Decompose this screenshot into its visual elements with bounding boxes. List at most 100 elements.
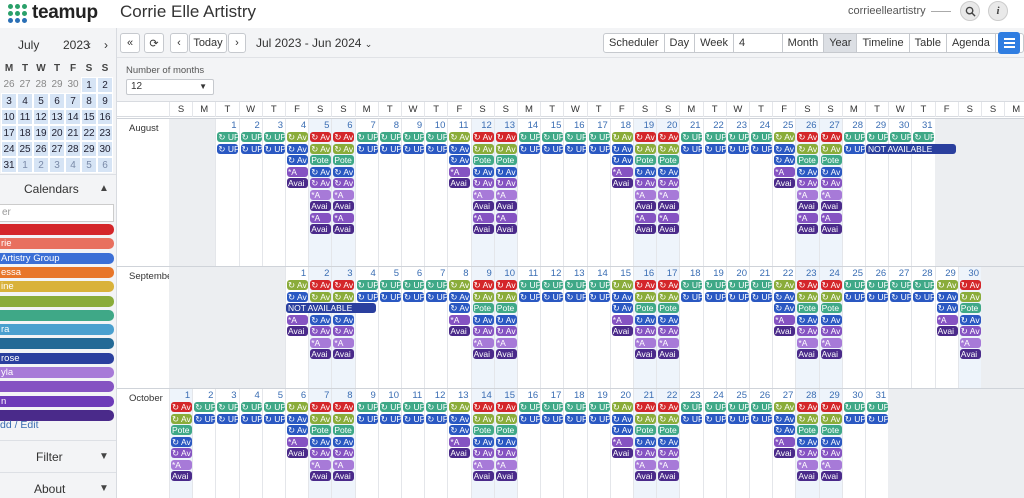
day-cell[interactable]: 2 ↻ UP ↻ UP	[238, 119, 262, 266]
event-chip[interactable]: ↻ UP	[913, 280, 935, 290]
event-chip[interactable]: ↻ Av	[310, 280, 332, 290]
event-chip[interactable]: Pote	[310, 425, 332, 435]
day-cell[interactable]: 26 ↻ Av ↻ Av Pote ↻ Av ↻ Av *A Avai *A Avai	[795, 119, 819, 266]
event-chip[interactable]: Avai	[310, 224, 332, 234]
event-chip[interactable]: ↻ UP	[426, 291, 448, 302]
event-chip[interactable]: *A	[797, 459, 819, 470]
day-number[interactable]: 14	[481, 390, 492, 401]
event-chip[interactable]: ↻ Av	[333, 314, 355, 325]
calendar-item[interactable]	[0, 381, 114, 393]
day-cell[interactable]: 14 ↻ Av ↻ Av Pote ↻ Av ↻ Av *A Avai	[470, 389, 494, 498]
mini-calendar-day[interactable]: 27	[19, 79, 31, 90]
event-chip[interactable]: ↻ Av	[658, 166, 680, 177]
event-chip[interactable]: Avai	[797, 471, 819, 481]
calendar-item[interactable]	[0, 224, 114, 235]
event-chip[interactable]: ↻ Av	[658, 314, 680, 325]
event-chip[interactable]: *A	[774, 436, 796, 447]
day-number[interactable]: 29	[829, 390, 840, 401]
day-cell[interactable]: 8 ↻ Av ↻ Av Pote ↻ Av ↻ Av *A Avai	[331, 389, 355, 498]
day-cell[interactable]: 28 ↻ UP ↻ UP	[911, 267, 935, 388]
day-cell[interactable]: 16 ↻ UP ↻ UP	[517, 389, 540, 498]
event-chip[interactable]: Pote	[658, 425, 680, 435]
view-tab-day[interactable]: Day	[665, 34, 696, 52]
mini-calendar-day[interactable]: 11	[17, 109, 33, 125]
event-chip[interactable]: ↻ UP	[843, 291, 865, 302]
event-chip[interactable]: ↻ Av	[333, 291, 355, 302]
day-cell[interactable]: 6 ↻ UP ↻ UP	[401, 267, 424, 388]
day-number[interactable]: 22	[666, 390, 678, 401]
event-chip[interactable]: ↻ UP	[565, 143, 587, 154]
mini-calendar-day[interactable]: 16	[97, 109, 113, 125]
event-chip[interactable]: ↻ UP	[681, 291, 703, 302]
day-cell[interactable]: 23 ↻ Av ↻ Av Pote ↻ Av ↻ Av *A Avai	[795, 267, 819, 388]
day-cell[interactable]: 6 ↻ Av ↻ Av Pote ↻ Av ↻ Av *A Avai *A Avai	[331, 119, 355, 266]
event-chip[interactable]: ↻ Av	[287, 425, 308, 435]
event-chip[interactable]: *A	[658, 212, 680, 223]
view-tab-scheduler[interactable]: Scheduler	[604, 34, 665, 52]
day-cell[interactable]: 7 ↻ UP ↻ UP	[424, 267, 448, 388]
mini-calendar-day[interactable]: 3	[49, 157, 65, 173]
event-chip[interactable]: Avai	[635, 471, 656, 481]
day-number[interactable]: 8	[347, 390, 353, 401]
event-chip[interactable]: Avai	[310, 349, 332, 359]
event-chip[interactable]: *A	[333, 212, 355, 223]
date-range-selector[interactable]: Jul 2023 - Jun 2024 ⌄	[256, 36, 372, 50]
event-chip[interactable]: *A	[774, 166, 796, 177]
mini-calendar-day[interactable]: 5	[81, 157, 97, 173]
event-chip[interactable]: ↻ Av	[495, 280, 517, 290]
day-number[interactable]: 31	[922, 120, 933, 131]
event-bar-not-available[interactable]: NOT AVAILABLE	[286, 303, 376, 313]
day-number[interactable]: 25	[852, 268, 863, 279]
event-chip[interactable]: ↻ Av	[449, 143, 471, 154]
event-chip[interactable]: ↻ UP	[519, 132, 540, 142]
day-number[interactable]: 11	[458, 120, 469, 131]
mini-calendar-day[interactable]: 8	[81, 93, 97, 109]
day-number[interactable]: 9	[416, 120, 423, 131]
event-chip[interactable]: ↻ UP	[843, 280, 865, 290]
day-cell[interactable]: 10 ↻ UP ↻ UP	[377, 389, 401, 498]
today-button[interactable]: Today	[189, 33, 227, 53]
day-cell[interactable]: 29↻ UP↻ UP	[865, 119, 888, 266]
day-number[interactable]: 29	[945, 268, 956, 279]
event-chip[interactable]: *A	[635, 212, 656, 223]
event-chip[interactable]: Pote	[658, 155, 680, 165]
day-number[interactable]: 18	[574, 390, 585, 401]
day-cell[interactable]: 12 ↻ UP ↻ UP	[540, 267, 564, 388]
event-chip[interactable]: *A	[611, 166, 633, 177]
event-chip[interactable]: ↻ Av	[495, 166, 517, 177]
event-chip[interactable]: ↻ Av	[774, 132, 796, 142]
day-cell[interactable]: 23 ↻ UP ↻ UP	[725, 119, 749, 266]
event-chip[interactable]: Avai	[658, 349, 680, 359]
month-label[interactable]: August	[129, 123, 159, 134]
chevron-down-icon[interactable]: ▼	[99, 483, 109, 494]
event-chip[interactable]: ↻ UP	[681, 280, 703, 290]
event-chip[interactable]: Pote	[959, 303, 981, 313]
day-cell[interactable]: 19 ↻ UP ↻ UP	[702, 267, 726, 388]
calendar-item[interactable]: ine	[0, 281, 114, 293]
calendar-item[interactable]	[0, 309, 114, 321]
event-chip[interactable]: ↻ Av	[449, 303, 471, 313]
event-chip[interactable]: ↻ UP	[588, 291, 610, 302]
event-chip[interactable]: ↻ UP	[426, 402, 448, 412]
chevron-down-icon[interactable]: ▼	[99, 451, 109, 462]
add-edit-calendars-link[interactable]: dd / Edit	[0, 419, 39, 431]
event-chip[interactable]: ↻ Av	[820, 178, 842, 188]
event-chip[interactable]: *A	[333, 337, 355, 348]
day-number[interactable]: 6	[300, 390, 307, 401]
day-number[interactable]: 16	[643, 268, 655, 279]
event-chip[interactable]: ↻ Av	[774, 413, 796, 424]
event-chip[interactable]: Pote	[820, 303, 842, 313]
event-chip[interactable]: *A	[333, 459, 355, 470]
event-chip[interactable]: *A	[472, 212, 494, 223]
event-chip[interactable]: ↻ Av	[797, 132, 819, 142]
day-number[interactable]: 19	[643, 120, 655, 131]
day-number[interactable]: 17	[666, 268, 678, 279]
event-chip[interactable]: Avai	[333, 201, 355, 211]
event-chip[interactable]: ↻ Av	[287, 291, 308, 302]
day-number[interactable]: 17	[550, 390, 562, 401]
event-chip[interactable]: Avai	[797, 349, 819, 359]
event-chip[interactable]: ↻ UP	[704, 291, 726, 302]
day-cell[interactable]: 27 ↻ UP ↻ UP	[888, 267, 912, 388]
calendar-item[interactable]: rose	[0, 352, 114, 364]
day-cell[interactable]: 5 ↻ UP ↻ UP	[261, 389, 285, 498]
